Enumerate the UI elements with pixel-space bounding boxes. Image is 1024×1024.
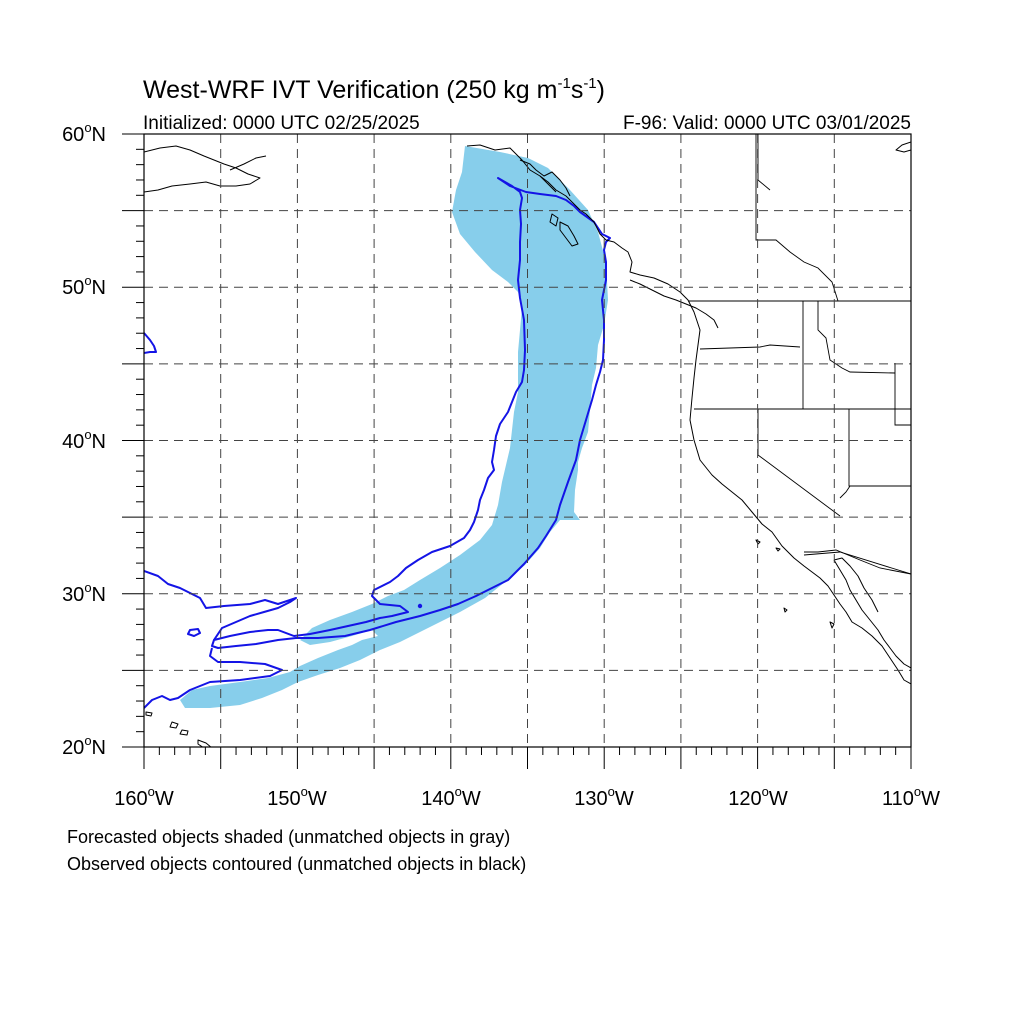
- lat-label-30: 30oN: [62, 580, 106, 606]
- lon-label-120: 120oW: [728, 784, 788, 810]
- observed-ivt-contour: [211, 177, 611, 649]
- mexico-border: [804, 549, 911, 575]
- initialized-label: Initialized: 0000 UTC 02/25/2025: [143, 113, 420, 134]
- lon-label-140: 140oW: [421, 784, 481, 810]
- observed-ivt-edge-contour: [144, 332, 157, 354]
- valid-label: F-96: Valid: 0000 UTC 03/01/2025: [623, 113, 911, 134]
- observed-ivt-lower-contour: [144, 647, 283, 709]
- figure-title: West-WRF IVT Verification (250 kg m-1s-1…: [143, 75, 605, 104]
- nw-corner-coast: [895, 141, 911, 153]
- longitude-labels: 160oW 150oW 140oW 130oW 120oW 110oW: [114, 784, 940, 810]
- forecast-ivt-object: [180, 146, 608, 708]
- observed-dot: [417, 603, 423, 609]
- hawaii-islands: [145, 711, 212, 747]
- alaska-coast: [144, 145, 267, 193]
- lon-label-110: 110oW: [882, 784, 940, 810]
- north-america-coastline: [466, 144, 911, 685]
- lon-label-130: 130oW: [574, 784, 634, 810]
- lat-label-60: 60oN: [62, 120, 106, 146]
- lat-label-40: 40oN: [62, 427, 106, 453]
- lat-label-20: 20oN: [62, 733, 106, 759]
- lon-label-150: 150oW: [267, 784, 327, 810]
- latitude-labels: 20oN 30oN 40oN 50oN 60oN: [62, 120, 106, 759]
- map-layers: [144, 134, 911, 747]
- observed-small-contour: [187, 628, 201, 637]
- us-state-borders: [688, 134, 911, 575]
- observed-ivt-west-contour: [144, 570, 297, 641]
- british-columbia-islands: [519, 159, 719, 329]
- forecast-note: Forecasted objects shaded (unmatched obj…: [67, 827, 510, 847]
- observed-note: Observed objects contoured (unmatched ob…: [67, 854, 526, 874]
- lat-label-50: 50oN: [62, 273, 106, 299]
- baja-peninsula: [833, 557, 911, 669]
- gridlines: [144, 134, 911, 747]
- channel-islands: [755, 539, 835, 629]
- axis-ticks: [122, 133, 912, 769]
- lon-label-160: 160oW: [114, 784, 174, 810]
